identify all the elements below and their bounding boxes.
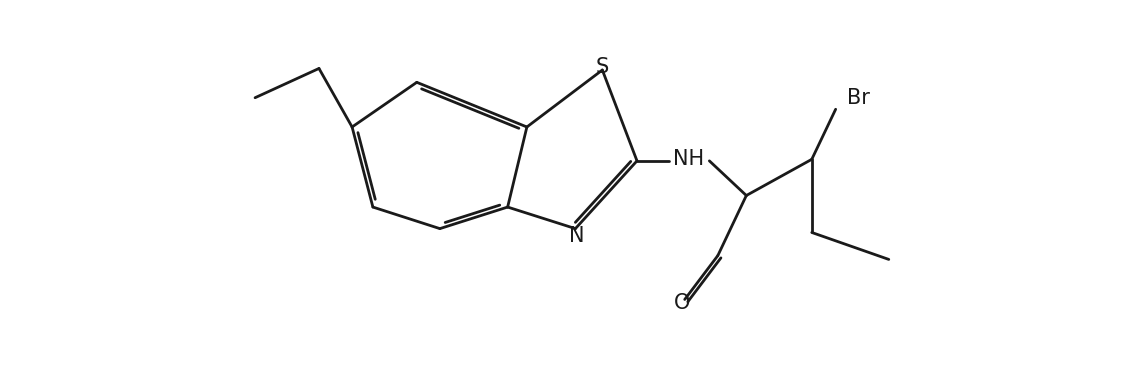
Text: NH: NH bbox=[673, 149, 704, 169]
Text: Br: Br bbox=[847, 88, 870, 108]
Text: O: O bbox=[673, 293, 690, 313]
Text: N: N bbox=[569, 226, 585, 246]
Text: S: S bbox=[596, 57, 609, 77]
